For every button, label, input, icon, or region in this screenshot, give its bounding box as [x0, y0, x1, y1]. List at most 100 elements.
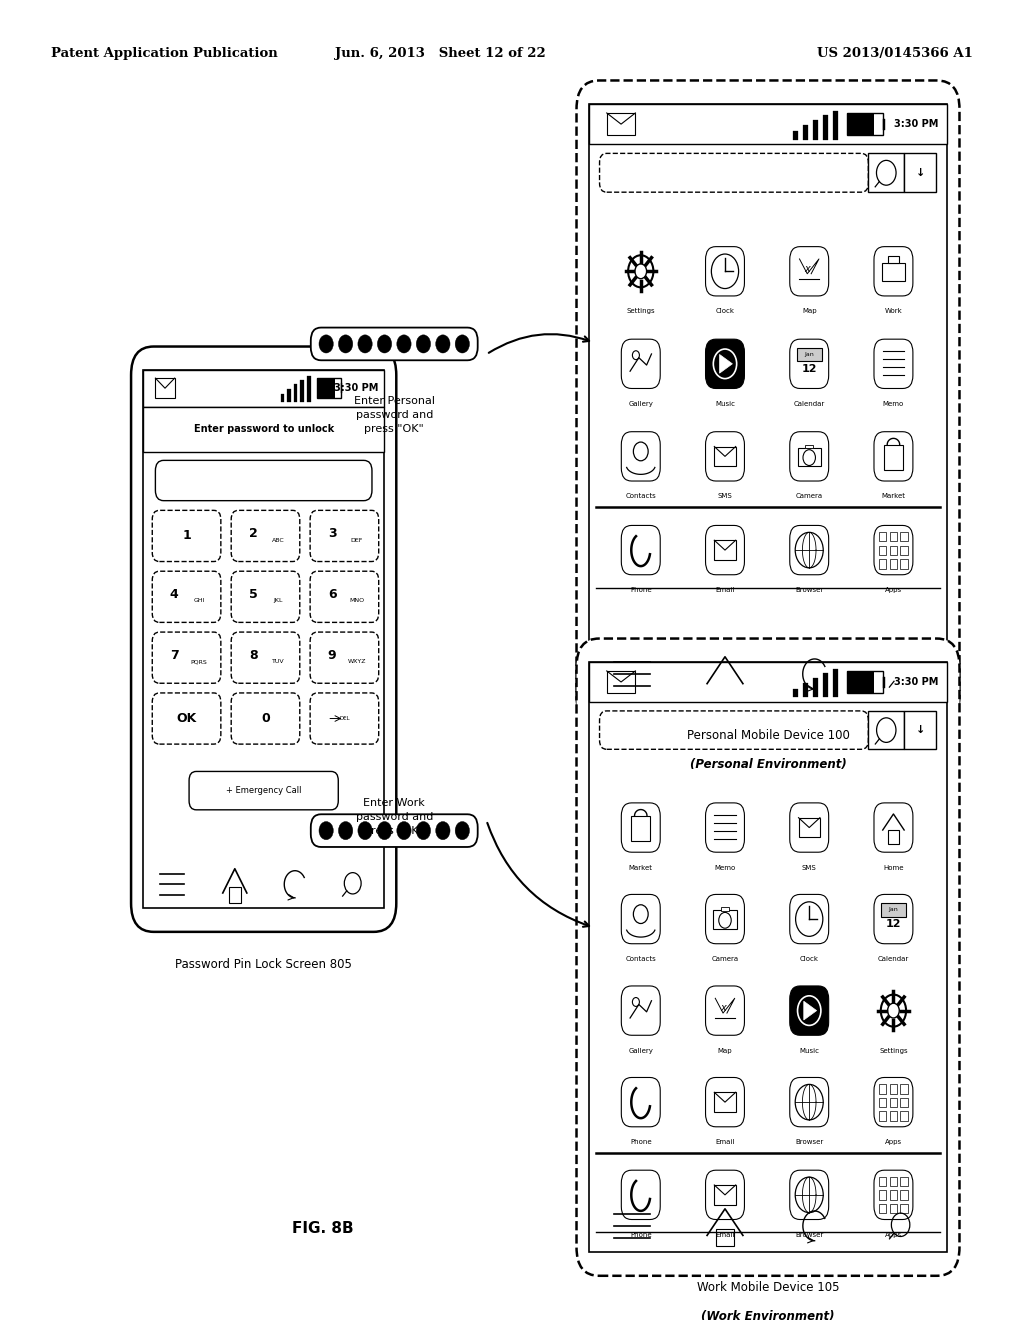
FancyBboxPatch shape	[577, 639, 959, 1276]
FancyBboxPatch shape	[706, 432, 744, 480]
FancyBboxPatch shape	[873, 525, 913, 574]
Text: Apps: Apps	[885, 587, 902, 593]
Text: Contacts: Contacts	[626, 494, 656, 499]
Bar	[900, 532, 907, 541]
Bar	[881, 903, 906, 916]
FancyBboxPatch shape	[790, 247, 828, 296]
Bar	[879, 1111, 886, 1121]
Text: PQRS: PQRS	[190, 659, 207, 664]
Bar	[879, 560, 886, 569]
Bar	[589, 661, 947, 1253]
Bar	[879, 1177, 886, 1187]
Text: ABC: ABC	[271, 537, 285, 543]
Bar	[143, 370, 384, 908]
FancyBboxPatch shape	[790, 339, 828, 388]
Bar	[716, 1229, 734, 1246]
Text: Gallery: Gallery	[629, 1048, 653, 1053]
Circle shape	[319, 335, 334, 352]
Bar	[606, 114, 635, 135]
Bar	[900, 545, 907, 554]
Text: 4: 4	[170, 587, 178, 601]
FancyBboxPatch shape	[311, 327, 477, 360]
FancyBboxPatch shape	[310, 693, 379, 744]
FancyBboxPatch shape	[153, 572, 221, 623]
Text: Browser: Browser	[795, 1232, 823, 1238]
Bar	[822, 115, 828, 140]
Bar	[589, 104, 947, 701]
FancyBboxPatch shape	[873, 1171, 913, 1220]
Text: Clock: Clock	[800, 956, 819, 962]
FancyBboxPatch shape	[873, 339, 913, 388]
FancyBboxPatch shape	[790, 432, 828, 480]
Bar	[822, 673, 828, 697]
Bar	[714, 911, 736, 929]
Bar	[287, 389, 291, 403]
Bar	[143, 370, 384, 407]
FancyBboxPatch shape	[622, 339, 660, 388]
FancyBboxPatch shape	[622, 432, 660, 480]
Bar	[307, 376, 310, 403]
Circle shape	[635, 264, 646, 279]
Text: Phone: Phone	[630, 1232, 651, 1238]
Circle shape	[455, 335, 469, 352]
Text: SMS: SMS	[802, 865, 816, 870]
FancyBboxPatch shape	[873, 247, 913, 296]
Circle shape	[397, 821, 412, 840]
Circle shape	[436, 335, 451, 352]
Text: Apps: Apps	[885, 1139, 902, 1146]
Text: SMS: SMS	[718, 494, 732, 499]
Text: OK: OK	[176, 711, 197, 725]
Text: Camera: Camera	[796, 494, 822, 499]
Text: MNO: MNO	[349, 598, 365, 603]
FancyBboxPatch shape	[706, 339, 744, 388]
Bar	[847, 671, 873, 693]
Bar	[900, 1084, 907, 1093]
Text: Market: Market	[629, 865, 652, 870]
Text: Gallery: Gallery	[629, 401, 653, 407]
FancyBboxPatch shape	[622, 525, 660, 574]
Text: 3:30 PM: 3:30 PM	[894, 677, 938, 686]
Text: Browser: Browser	[795, 587, 823, 593]
Bar	[883, 677, 885, 688]
Text: Enter Work
password and
press "OK": Enter Work password and press "OK"	[355, 799, 433, 836]
Bar	[879, 532, 886, 541]
Text: x: x	[805, 264, 810, 273]
Bar	[879, 545, 886, 554]
FancyBboxPatch shape	[873, 895, 913, 944]
Bar	[890, 545, 897, 554]
Bar	[316, 379, 335, 399]
Bar	[883, 119, 885, 129]
Text: Settings: Settings	[880, 1048, 907, 1053]
Bar	[300, 380, 304, 403]
FancyBboxPatch shape	[706, 986, 744, 1035]
Bar	[281, 395, 284, 403]
FancyBboxPatch shape	[873, 432, 913, 480]
FancyBboxPatch shape	[311, 814, 477, 847]
Text: Email: Email	[716, 587, 734, 593]
Bar	[890, 560, 897, 569]
Bar	[341, 383, 342, 393]
FancyBboxPatch shape	[622, 803, 660, 853]
Text: Jun. 6, 2013   Sheet 12 of 22: Jun. 6, 2013 Sheet 12 of 22	[335, 46, 546, 59]
FancyBboxPatch shape	[231, 572, 300, 623]
Text: Map: Map	[718, 1048, 732, 1053]
Text: Email: Email	[716, 1232, 734, 1238]
Bar	[813, 120, 818, 140]
Text: Enter Personal
password and
press "OK": Enter Personal password and press "OK"	[353, 396, 435, 434]
Circle shape	[338, 821, 352, 840]
Text: 0: 0	[261, 711, 270, 725]
Text: ↓: ↓	[915, 168, 925, 178]
Text: Phone: Phone	[630, 587, 651, 593]
Bar	[228, 887, 241, 903]
Bar	[847, 114, 873, 136]
FancyBboxPatch shape	[577, 81, 959, 725]
FancyBboxPatch shape	[310, 511, 379, 561]
Bar	[890, 1204, 897, 1213]
FancyBboxPatch shape	[790, 1077, 828, 1127]
Text: Patent Application Publication: Patent Application Publication	[51, 46, 278, 59]
FancyBboxPatch shape	[790, 1171, 828, 1220]
Bar	[813, 677, 818, 697]
FancyBboxPatch shape	[622, 1171, 660, 1220]
Text: JKL: JKL	[273, 598, 283, 603]
FancyBboxPatch shape	[189, 771, 338, 810]
